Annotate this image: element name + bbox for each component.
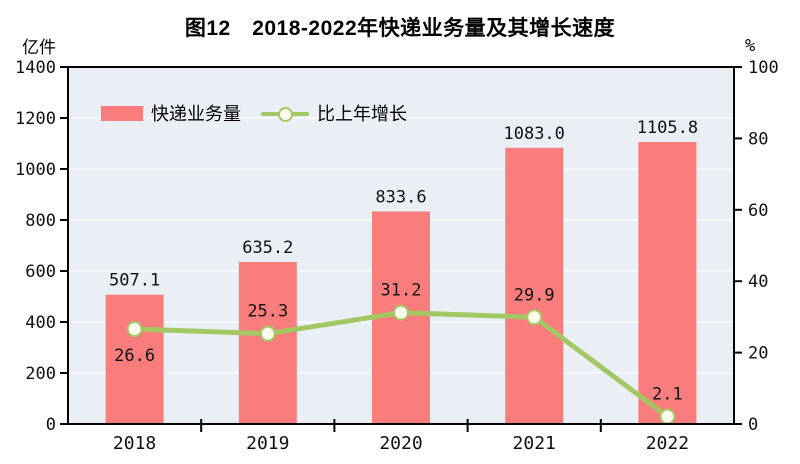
category-label-2020: 2020 [379, 433, 422, 454]
marker-2018 [126, 321, 143, 338]
bar-series [105, 142, 697, 424]
left-tick-label: 400 [25, 313, 56, 333]
left-tick-label: 600 [25, 262, 56, 282]
growth-label-2020: 31.2 [381, 281, 422, 301]
chart-title: 图12 2018-2022年快递业务量及其增长速度 [184, 17, 616, 40]
right-tick-label: 40 [748, 272, 768, 292]
x-axis-ticks [200, 419, 602, 432]
marker-2022 [659, 408, 676, 425]
plot-frame [67, 66, 735, 425]
right-tick-label: 100 [748, 58, 779, 78]
bar-2021 [505, 147, 564, 424]
growth-label-2021: 29.9 [514, 285, 555, 305]
left-axis-unit-label: 亿件 [22, 38, 56, 57]
right-tick-label: 60 [748, 201, 768, 221]
marker-2019 [259, 325, 276, 342]
category-label-2019: 2019 [246, 433, 289, 454]
x-axis-labels: 2018 2019 2020 2021 2022 [113, 433, 689, 454]
left-tick-label: 1000 [15, 160, 56, 180]
left-axis: 0 200 400 600 800 1000 1200 1400 [15, 58, 68, 435]
growth-label-2019: 25.3 [247, 302, 288, 322]
bar-2019 [238, 262, 297, 424]
line-series-marker-icon [261, 106, 309, 122]
bar-2018 [105, 294, 164, 424]
growth-label-2022: 2.1 [652, 385, 683, 405]
legend: 快递业务量 比上年增长 [101, 100, 407, 126]
legend-label-bars: 快递业务量 [151, 104, 241, 124]
right-tick-label: 0 [748, 415, 758, 435]
right-tick-label: 80 [748, 129, 768, 149]
bar-label-2018: 507.1 [109, 271, 160, 291]
bar-label-2019: 635.2 [242, 238, 293, 258]
category-label-2022: 2022 [646, 433, 689, 454]
marker-2020 [393, 304, 409, 321]
right-tick-label: 20 [748, 344, 768, 364]
left-tick-label: 0 [46, 415, 56, 435]
marker-2021 [526, 309, 543, 326]
bar-label-2022: 1105.8 [637, 118, 698, 138]
right-axis: 0 20 40 60 80 100 [734, 58, 779, 435]
legend-item-bars: 快递业务量 [101, 100, 241, 126]
line-dot-icon [278, 106, 293, 122]
bar-value-labels: 507.1 635.2 833.6 1083.0 1105.8 [109, 118, 698, 291]
left-tick-label: 1200 [15, 109, 56, 129]
legend-label-line: 比上年增长 [317, 104, 407, 124]
bar-label-2020: 833.6 [375, 187, 426, 207]
bar-label-2021: 1083.0 [503, 124, 564, 144]
category-label-2021: 2021 [513, 433, 556, 454]
left-tick-label: 800 [25, 211, 56, 231]
legend-item-line: 比上年增长 [261, 100, 407, 126]
line-value-labels: 26.6 25.3 31.2 29.9 2.1 [114, 281, 683, 405]
category-label-2018: 2018 [113, 433, 156, 454]
bar-2022 [638, 142, 697, 424]
left-tick-label: 1400 [15, 58, 56, 78]
line-markers [126, 304, 676, 425]
growth-label-2018: 26.6 [114, 346, 155, 366]
left-tick-label: 200 [25, 364, 56, 384]
bar-series-swatch-icon [101, 105, 143, 121]
right-axis-unit-label: % [745, 36, 756, 56]
